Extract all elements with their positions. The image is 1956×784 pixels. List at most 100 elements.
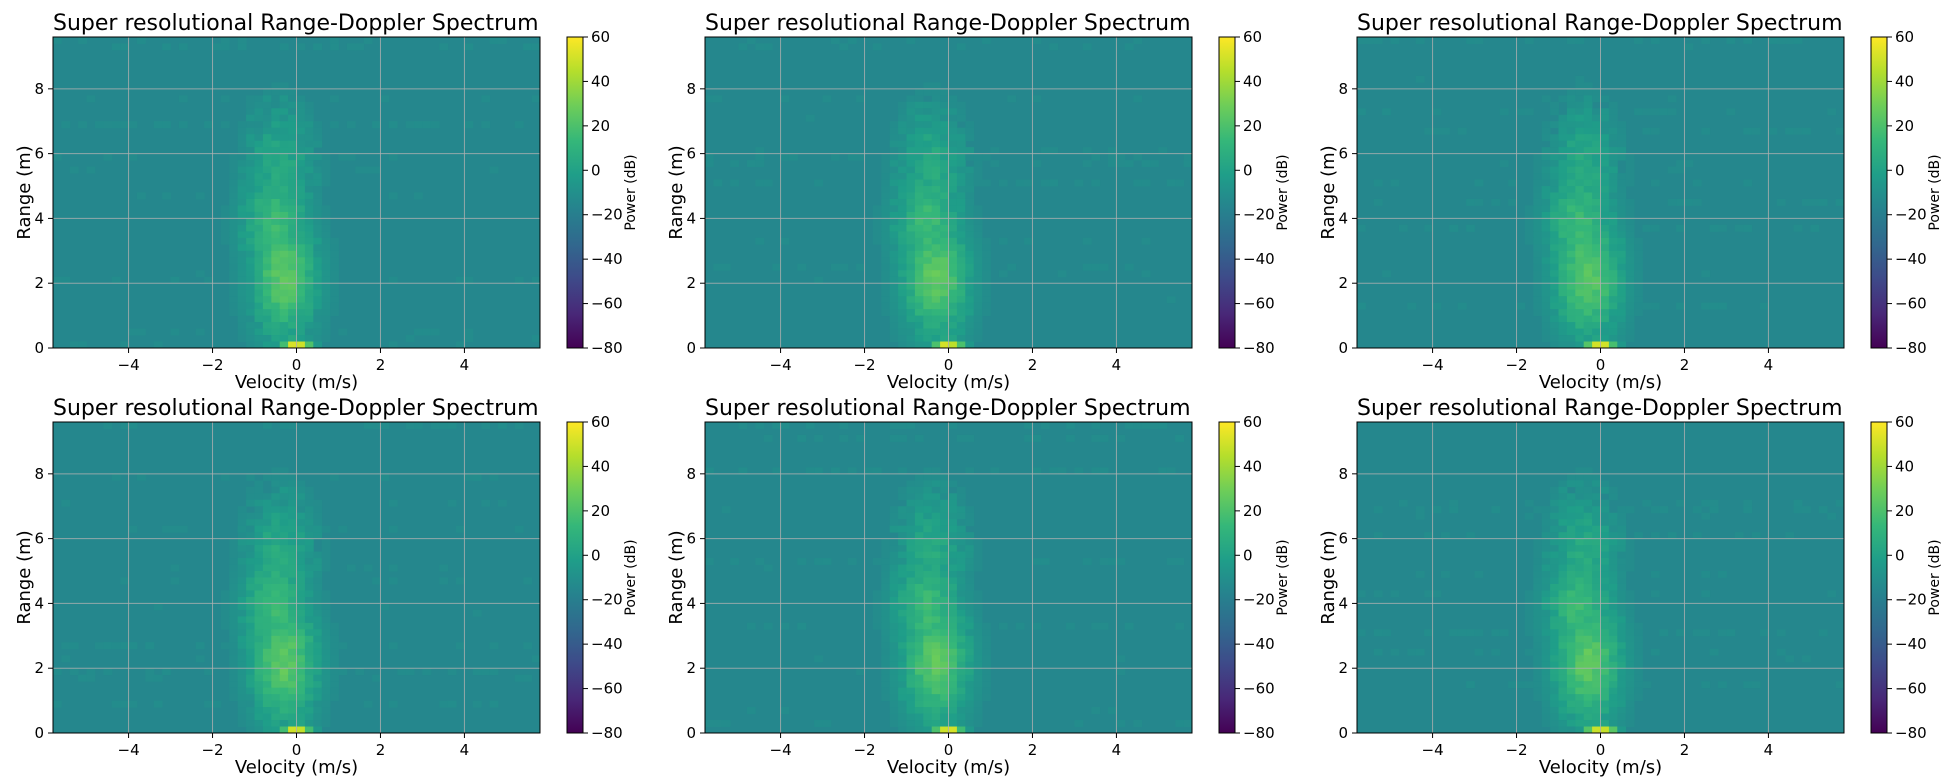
- heatmap-cell: [1625, 160, 1635, 167]
- heatmap-cell: [271, 147, 281, 155]
- heatmap-cell: [956, 231, 966, 239]
- heatmap-cell: [254, 296, 264, 304]
- heatmap-cell: [288, 263, 297, 271]
- heatmap-cell: [956, 166, 966, 174]
- heatmap-cell: [1474, 37, 1484, 44]
- heatmap-cell: [906, 661, 916, 669]
- heatmap-cell: [246, 726, 255, 734]
- heatmap-cell: [1592, 257, 1601, 265]
- heatmap-cell: [881, 186, 891, 193]
- heatmap-cell: [313, 341, 323, 349]
- heatmap-cell: [1432, 506, 1442, 514]
- heatmap-cell: [237, 564, 247, 572]
- heatmap-cell: [1566, 499, 1576, 507]
- heatmap-cell: [923, 655, 933, 663]
- colorbar-tick-label: 0: [1243, 161, 1253, 179]
- heatmap-cell: [898, 538, 907, 546]
- heatmap-cell: [330, 95, 339, 103]
- heatmap-cell: [304, 713, 314, 721]
- heatmap-cell: [889, 186, 899, 193]
- heatmap-cell: [237, 276, 247, 284]
- heatmap-cell: [738, 422, 748, 429]
- heatmap-cell: [237, 558, 247, 565]
- heatmap-cell: [906, 590, 916, 598]
- colorbar-tick-label: −80: [1895, 724, 1927, 742]
- heatmap-cell: [889, 681, 899, 689]
- heatmap-cell: [1659, 108, 1669, 116]
- heatmap-cell: [1600, 335, 1610, 342]
- heatmap-cell: [246, 205, 255, 213]
- heatmap-cell: [906, 114, 916, 122]
- heatmap-cell: [1600, 95, 1610, 103]
- heatmap-cell: [1583, 538, 1593, 546]
- heatmap-cell: [965, 506, 975, 514]
- heatmap-cell: [296, 179, 306, 187]
- heatmap-cell: [1550, 296, 1559, 304]
- heatmap-cell: [1600, 642, 1610, 650]
- heatmap-cell: [881, 551, 891, 559]
- heatmap-cell: [872, 558, 882, 565]
- heatmap-cell: [931, 101, 941, 109]
- heatmap-cell: [94, 642, 104, 650]
- heatmap-cell: [246, 211, 255, 219]
- heatmap-cell: [1583, 250, 1593, 258]
- heatmap-cell: [1600, 309, 1610, 317]
- heatmap-cell: [304, 211, 314, 219]
- heatmap-cell: [881, 635, 891, 643]
- heatmap-cell: [881, 211, 891, 219]
- heatmap-cell: [898, 707, 907, 714]
- heatmap-cell: [246, 486, 255, 494]
- heatmap-cell: [1541, 629, 1551, 637]
- heatmap-cell: [998, 237, 1008, 245]
- heatmap-cell: [914, 179, 924, 187]
- heatmap-cell: [948, 270, 958, 278]
- heatmap-cell: [1592, 166, 1601, 174]
- heatmap-cell: [914, 263, 924, 271]
- heatmap-cell: [1541, 257, 1551, 265]
- heatmap-cell: [271, 250, 281, 258]
- heatmap-cell: [279, 166, 289, 174]
- heatmap-cell: [931, 231, 941, 239]
- heatmap-cell: [1550, 205, 1559, 213]
- heatmap-cell: [973, 173, 983, 180]
- heatmap-cell: [1600, 551, 1610, 559]
- heatmap-cell: [304, 302, 314, 310]
- heatmap-cell: [313, 681, 323, 689]
- heatmap-cell: [372, 577, 381, 585]
- heatmap-cell: [948, 95, 958, 103]
- heatmap-cell: [898, 668, 907, 676]
- heatmap-cell: [237, 583, 247, 591]
- heatmap-cell: [1550, 538, 1559, 546]
- heatmap-cell: [422, 668, 432, 676]
- heatmap-cell: [1566, 616, 1576, 624]
- heatmap-cell: [814, 720, 823, 727]
- heatmap-cell: [246, 538, 255, 546]
- heatmap-cell: [304, 486, 314, 494]
- heatmap-cell: [1166, 179, 1176, 187]
- heatmap-cell: [1718, 302, 1727, 310]
- heatmap-cell: [973, 655, 983, 663]
- heatmap-cell: [1583, 101, 1593, 109]
- heatmap-cell: [162, 668, 171, 676]
- heatmap-cell: [1550, 674, 1559, 682]
- heatmap-cell: [1541, 309, 1551, 317]
- heatmap-cell: [1608, 486, 1618, 494]
- heatmap-cell: [1550, 681, 1559, 689]
- heatmap-cell: [931, 309, 941, 317]
- heatmap-cell: [923, 538, 933, 546]
- heatmap-cell: [237, 179, 247, 187]
- heatmap-cell: [889, 512, 899, 520]
- heatmap-cell: [1608, 121, 1618, 129]
- heatmap-cell: [1768, 127, 1778, 135]
- heatmap-cell: [447, 668, 457, 676]
- heatmap-cell: [898, 422, 907, 429]
- heatmap-cell: [262, 101, 272, 109]
- heatmap-cell: [288, 224, 297, 232]
- heatmap-cell: [1625, 257, 1635, 265]
- heatmap-cell: [279, 108, 289, 116]
- heatmap-cell: [1608, 250, 1618, 258]
- heatmap-cell: [940, 121, 949, 129]
- heatmap-cell: [1600, 648, 1610, 656]
- heatmap-cell: [923, 512, 933, 520]
